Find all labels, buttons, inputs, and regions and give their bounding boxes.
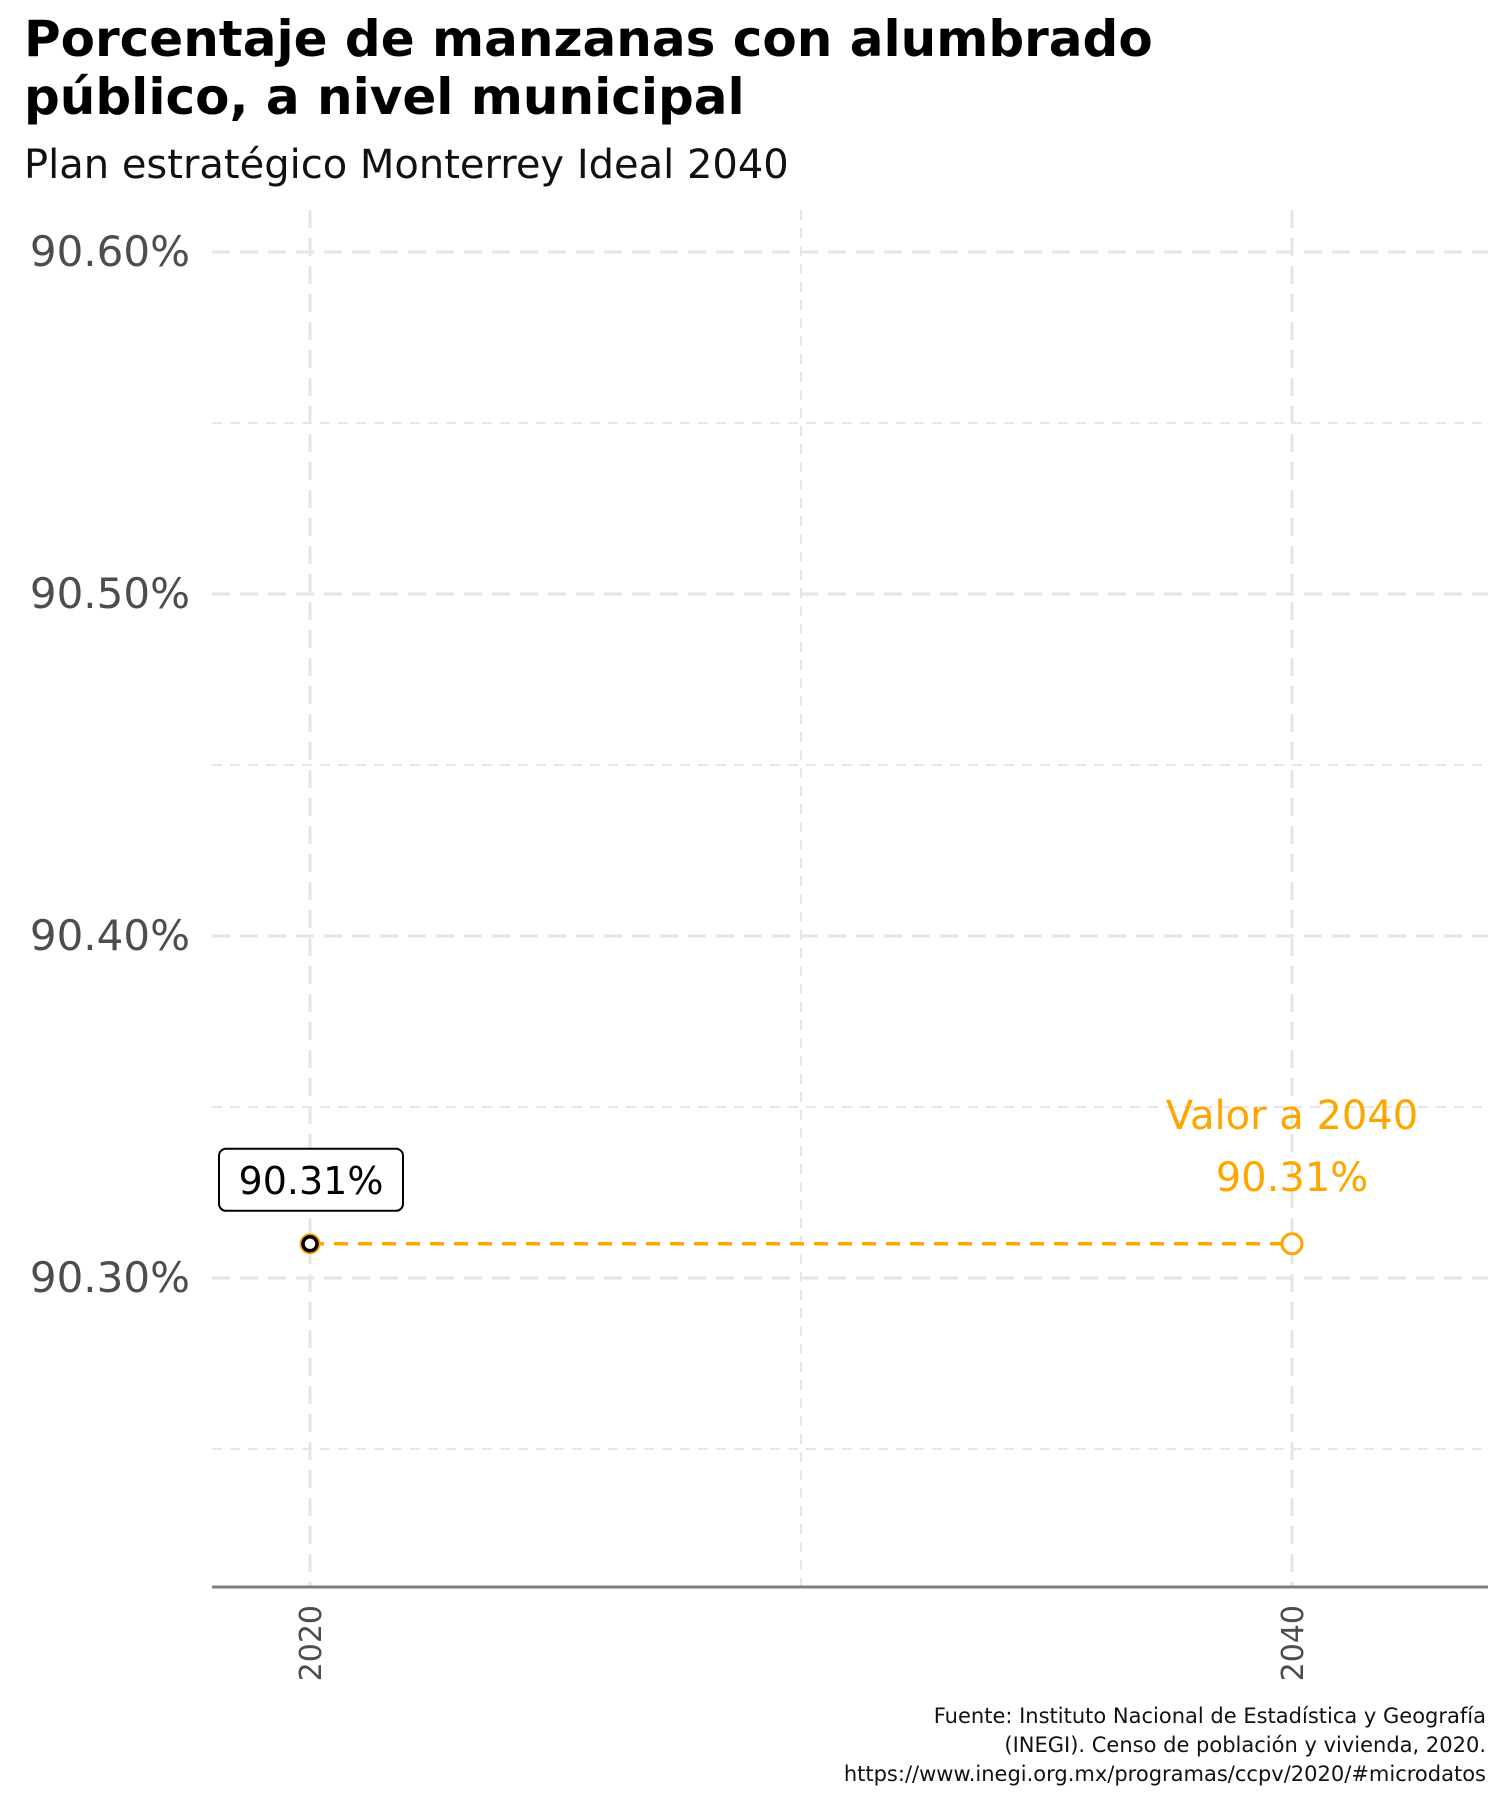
y-tick-label: 90.40% [30,911,190,960]
target-label-value: 90.31% [1216,1155,1369,1201]
caption-line-1: Fuente: Instituto Nacional de Estadístic… [933,1704,1486,1728]
caption-line-3: https://www.inegi.org.mx/programas/ccpv/… [843,1762,1486,1786]
target-point [1280,1232,1304,1256]
y-tick-label: 90.60% [30,227,190,276]
observed-label: 90.31% [239,1159,384,1203]
observed-label-box [218,1147,404,1212]
point-labels: 90.31% Valor a 2040 90.31% [218,1093,1419,1212]
target-label-title: Valor a 2040 [1166,1093,1419,1139]
chart-caption: Fuente: Instituto Nacional de Estadístic… [844,1702,1486,1789]
minor-gridlines [212,210,1488,1587]
series-group [299,1232,1304,1256]
chart-subtitle: Plan estratégico Monterrey Ideal 2040 [24,142,789,188]
caption-line-2: (INEGI). Censo de población y vivienda, … [1004,1733,1486,1757]
y-tick-label: 90.30% [30,1253,190,1302]
line-chart: 90.30% 90.40% 90.50% 90.60% 2020 2040 90.31%… [30,210,1488,1681]
major-gridlines [212,210,1488,1587]
y-tick-label: 90.50% [30,569,190,618]
x-tick-label: 2020 [294,1605,329,1681]
observed-point [301,1235,319,1253]
x-tick-labels: 2020 2040 [294,1605,1311,1681]
chart-title: Porcentaje de manzanas con alumbrado púb… [24,10,1153,126]
x-tick-label: 2040 [1276,1605,1311,1681]
y-tick-labels: 90.30% 90.40% 90.50% 90.60% [30,227,190,1302]
